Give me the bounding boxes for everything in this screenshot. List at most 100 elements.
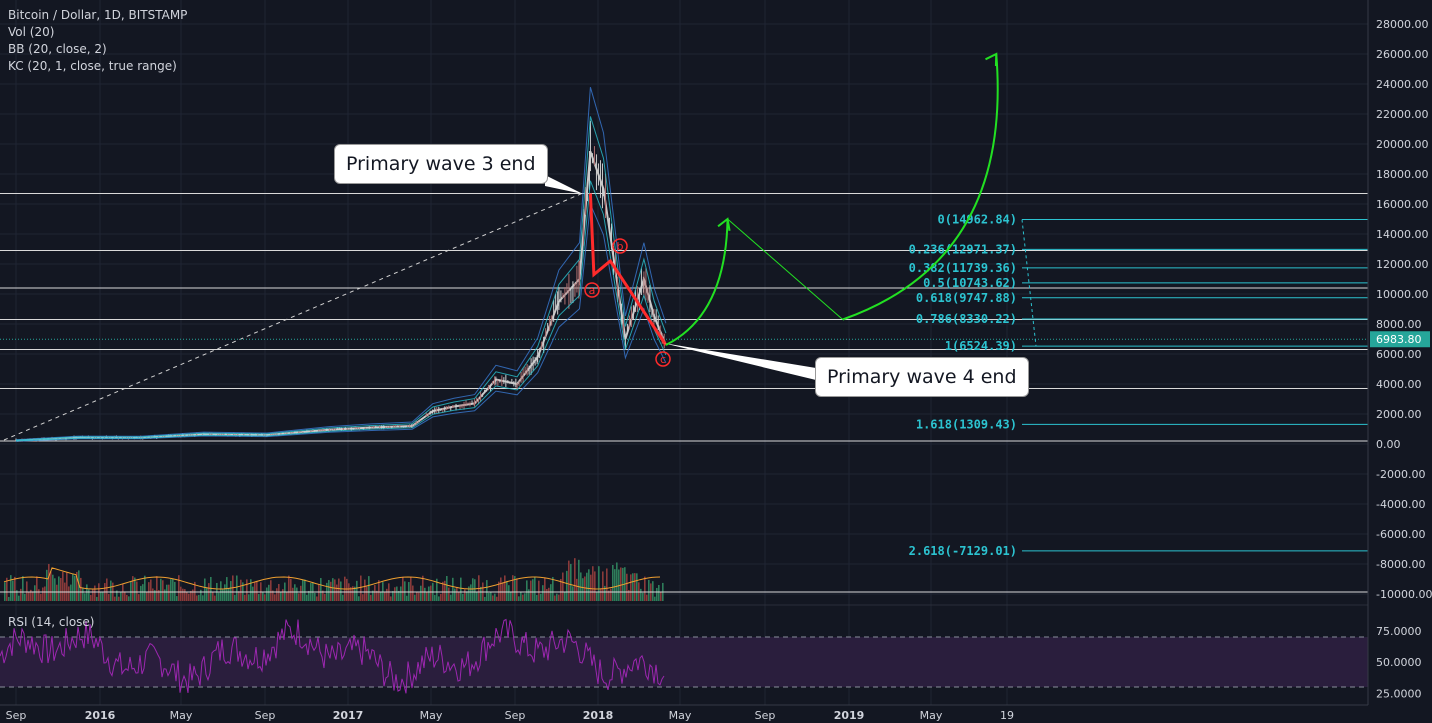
volume-bar (380, 591, 382, 601)
volume-bar (626, 573, 628, 601)
volume-bar (220, 581, 222, 601)
volume-bar (568, 560, 570, 601)
volume-bar (464, 589, 466, 601)
volume-bar (444, 580, 446, 601)
price-tick: 22000.00 (1376, 108, 1429, 121)
time-tick: May (669, 709, 692, 722)
price-tick: -4000.00 (1376, 498, 1425, 511)
price-tick: -10000.00 (1376, 588, 1432, 601)
price-tick: 12000.00 (1376, 258, 1429, 271)
volume-bar (352, 586, 354, 601)
time-tick: 19 (1000, 709, 1014, 722)
volume-bar (598, 566, 600, 601)
legend-title[interactable]: Bitcoin / Dollar, 1D, BITSTAMP (8, 8, 188, 22)
fib-label: 1.618(1309.43) (916, 417, 1017, 431)
projection-arrows[interactable] (665, 52, 999, 346)
volume-bar (596, 592, 598, 601)
volume-bar (448, 587, 450, 601)
wave-line (588, 193, 668, 346)
volume-bar (294, 584, 296, 601)
volume-bar (398, 590, 400, 601)
volume-bar (552, 577, 554, 601)
volume-bar (374, 585, 376, 601)
volume-bar (60, 578, 62, 601)
volume-bar (402, 576, 404, 601)
price-tick: 10000.00 (1376, 288, 1429, 301)
volume-bar (146, 591, 148, 601)
volume-bar (304, 579, 306, 601)
volume-bar (184, 589, 186, 601)
volume-bar (338, 578, 340, 601)
volume-bar (274, 594, 276, 601)
volume-bar (524, 593, 526, 601)
volume-bar (290, 578, 292, 601)
volume-bar (350, 587, 352, 601)
volume-bar (136, 581, 138, 601)
price-tick: 2000.00 (1376, 408, 1422, 421)
volume-bar (20, 588, 22, 601)
volume-bar (556, 593, 558, 601)
price-tick: -6000.00 (1376, 528, 1425, 541)
projection-line-down (727, 218, 844, 320)
volume-bar (554, 595, 556, 601)
volume-bar (68, 586, 70, 601)
fib-label: 0.5(10743.62) (923, 276, 1017, 290)
volume-bar (292, 587, 294, 601)
wave-drawing[interactable]: a b c (545, 175, 816, 380)
volume-bar (476, 591, 478, 601)
legend-kc[interactable]: KC (20, 1, close, true range) (8, 59, 177, 73)
volume-bar (490, 591, 492, 601)
volume-bar (334, 579, 336, 601)
price-tick: 16000.00 (1376, 198, 1429, 211)
volume-bar (636, 573, 638, 601)
callout-wave4[interactable]: Primary wave 4 end (815, 357, 1029, 397)
callout-pointer (663, 343, 816, 380)
volume-bar (414, 594, 416, 601)
volume-bar (576, 578, 578, 601)
volume-ma (3, 567, 661, 590)
volume-bar (156, 576, 158, 601)
volume-bar (280, 591, 282, 601)
wave-label-circle (612, 238, 628, 254)
band-line (15, 87, 667, 441)
volume-bar (620, 567, 622, 601)
volume-bar (510, 591, 512, 601)
volume-bar (72, 573, 74, 601)
volume-bar (174, 581, 176, 601)
fib-retracement[interactable]: 0(14962.84) 0.236(12971.37) 0.382(11739.36… (909, 213, 1368, 558)
price-tick: 24000.00 (1376, 78, 1429, 91)
volume-bar (52, 574, 54, 601)
volume-bar (38, 589, 40, 601)
volume-bar (84, 593, 86, 601)
arrow-head (985, 52, 998, 67)
volume-bar (162, 580, 164, 601)
volume-bar (458, 592, 460, 601)
callout-wave3[interactable]: Primary wave 3 end (334, 144, 548, 184)
volume-bar (308, 590, 310, 601)
legend-vol[interactable]: Vol (20) (8, 25, 55, 39)
fib-label: 2.618(-7129.01) (909, 544, 1017, 558)
wave-label-circle (655, 351, 671, 367)
volume-bar (256, 580, 258, 601)
volume-bar (658, 584, 660, 601)
volume-bar (186, 591, 188, 601)
price-tick: 6000.00 (1376, 348, 1422, 361)
volume-bar (486, 580, 488, 601)
rsi-tick: 25.0000 (1376, 687, 1422, 700)
horizontal-lines[interactable] (0, 192, 1368, 593)
legend-bb[interactable]: BB (20, close, 2) (8, 42, 107, 56)
volume-bar (26, 581, 28, 601)
volume-bar (656, 587, 658, 601)
volume-bar (536, 594, 538, 601)
fib-label: 0(14962.84) (938, 213, 1017, 227)
volume-bar (514, 576, 516, 601)
volume-bar (356, 580, 358, 601)
volume-bar (164, 589, 166, 601)
rsi-label[interactable]: RSI (14, close) (8, 615, 95, 629)
volume-bar (120, 592, 122, 601)
volume-bar (48, 563, 50, 601)
volume-bar (196, 595, 198, 601)
volume-bar (420, 585, 422, 601)
volume-bar (282, 589, 284, 601)
